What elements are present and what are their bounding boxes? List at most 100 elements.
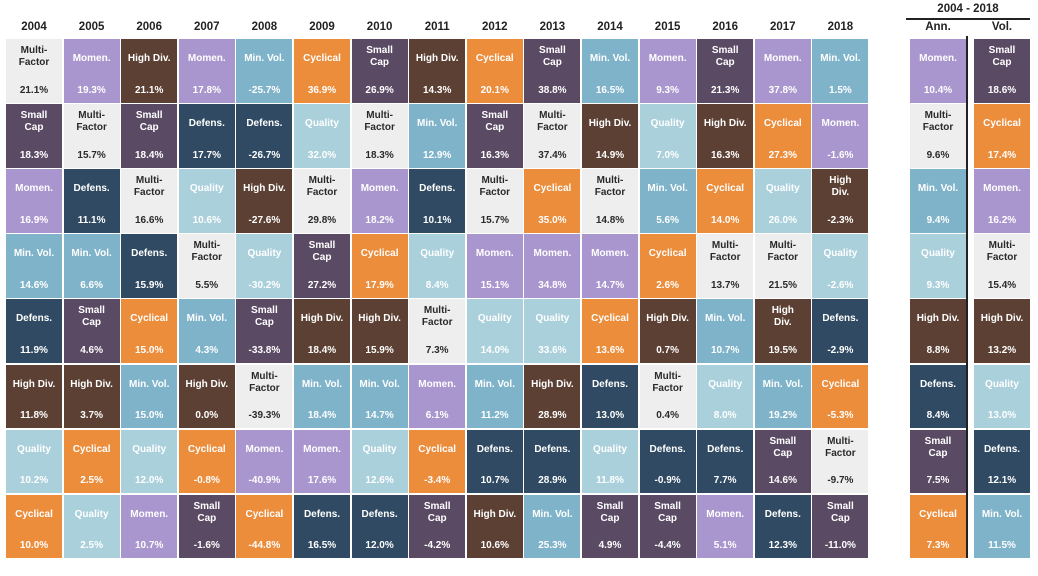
cell-return-value: 15.9%	[365, 344, 394, 356]
cell-category-label: High Div.	[243, 183, 286, 195]
year-2013-cell-min-vol: Min. Vol. 25.3%	[524, 494, 581, 559]
cell-category-label: Quality	[74, 508, 109, 520]
cell-category-label: Small Cap	[711, 45, 739, 68]
cell-return-value: 2.6%	[656, 279, 679, 291]
year-2013-cell-quality: Quality 33.6%	[524, 299, 581, 363]
cell-return-value: 16.5%	[307, 540, 337, 552]
cell-category-label: Cyclical	[130, 313, 169, 325]
cell-return-value: 13.0%	[987, 410, 1017, 421]
year-2015-cell-quality: Quality 7.0%	[639, 104, 696, 168]
year-2006-cell-defens: Defens. 15.9%	[121, 234, 178, 298]
cell-return-value: 16.2%	[987, 214, 1017, 226]
year-2018-cell-momen: Momen. -1.6%	[812, 104, 869, 168]
year-2005-cell-quality: Quality 2.5%	[63, 494, 120, 559]
cell-category-label: Quality	[650, 118, 685, 130]
vol-cell-multi-factor: Multi- Factor 15.4%	[974, 234, 1030, 298]
cell-return-value: -1.6%	[193, 540, 220, 552]
cell-category-label: Quality	[708, 378, 743, 390]
cell-category-label: Defens.	[649, 443, 686, 455]
year-2009-cell-quality: Quality 32.0%	[294, 104, 350, 168]
year-2012-cell-quality: Quality 14.0%	[466, 299, 523, 363]
cell-category-label: Momen.	[591, 248, 629, 260]
year-2008-cell-multi-factor: Multi- Factor -39.3%	[236, 364, 293, 428]
cell-return-value: 7.0%	[656, 149, 679, 161]
cell-category-label: High Div.	[588, 118, 632, 130]
cell-category-label: Defens.	[707, 443, 744, 455]
year-2012-cell-small-cap: Small Cap 16.3%	[466, 104, 523, 168]
year-2018-cell-quality: Quality -2.6%	[812, 234, 869, 298]
year-2005-cell-cyclical: Cyclical 2.5%	[63, 429, 120, 494]
ann-cell-cyclical: Cyclical 7.3%	[910, 494, 966, 559]
year-2011-cell-min-vol: Min. Vol. 12.9%	[409, 104, 466, 168]
cell-return-value: 21.1%	[19, 84, 49, 96]
year-2004-cell-multi-factor: Multi- Factor 21.1%	[6, 39, 62, 103]
cell-return-value: 17.7%	[192, 149, 221, 161]
cell-return-value: 13.6%	[595, 344, 625, 356]
cell-return-value: -44.8%	[248, 540, 281, 552]
cell-category-label: Multi- Factor	[709, 240, 741, 264]
cell-category-label: Cyclical	[763, 118, 802, 130]
year-2013-cell-small-cap: Small Cap 38.8%	[524, 39, 581, 103]
cell-return-value: 9.3%	[656, 84, 679, 96]
vol-cell-small-cap: Small Cap 18.6%	[974, 39, 1030, 103]
ann-cell-momen: Momen. 10.4%	[910, 39, 966, 103]
cell-category-label: Quality	[305, 118, 339, 130]
cell-return-value: 11.9%	[20, 344, 48, 356]
cell-category-label: Small Cap	[78, 305, 105, 329]
cell-category-label: Quality	[17, 443, 51, 455]
cell-category-label: Multi- Factor	[652, 370, 683, 394]
cell-return-value: -0.8%	[193, 475, 220, 487]
cell-return-value: 5.1%	[713, 540, 737, 552]
cell-category-label: Momen.	[475, 248, 514, 260]
cell-return-value: 6.6%	[80, 279, 103, 291]
year-2016-cell-momen: Momen. 5.1%	[697, 494, 754, 559]
cell-return-value: 14.9%	[595, 149, 625, 161]
cell-category-label: Min. Vol.	[417, 118, 458, 130]
cell-category-label: Quality	[189, 183, 224, 195]
cell-return-value: 36.9%	[307, 84, 337, 96]
cell-category-label: Defens.	[476, 443, 513, 455]
cell-category-label: Small Cap	[20, 110, 48, 134]
year-header-2005: 2005	[78, 21, 105, 33]
cell-return-value: 7.3%	[425, 344, 449, 356]
cell-return-value: -2.3%	[827, 214, 854, 226]
year-2015-cell-cyclical: Cyclical 2.6%	[639, 234, 696, 298]
year-2006-cell-min-vol: Min. Vol. 15.0%	[121, 364, 178, 428]
cell-category-label: High Div.	[358, 313, 401, 325]
year-header-2013: 2013	[539, 21, 566, 33]
year-2017-cell-defens: Defens. 12.3%	[754, 494, 811, 559]
cell-category-label: Quality	[132, 443, 167, 455]
cell-category-label: Quality	[362, 443, 397, 455]
cell-return-value: -27.6%	[248, 214, 281, 226]
cell-return-value: -33.8%	[248, 344, 281, 356]
cell-return-value: 11.5%	[988, 540, 1016, 552]
cell-return-value: 5.5%	[195, 279, 219, 291]
cell-category-label: Quality	[765, 183, 800, 195]
cell-return-value: 35.0%	[538, 214, 567, 226]
cell-return-value: 13.7%	[711, 279, 740, 291]
year-2017-cell-high-div: High Div. 19.5%	[754, 299, 811, 363]
year-2018-cell-cyclical: Cyclical -5.3%	[812, 364, 869, 428]
cell-return-value: 4.9%	[598, 540, 622, 552]
cell-category-label: Min. Vol.	[359, 378, 400, 390]
year-2018-cell-high-div: High Div. -2.3%	[812, 169, 869, 233]
cell-category-label: Quality	[985, 378, 1019, 390]
cell-category-label: Defens.	[983, 443, 1021, 455]
cell-category-label: Defens.	[822, 313, 859, 325]
ann-cell-quality: Quality 9.3%	[910, 234, 966, 298]
year-2010-cell-defens: Defens. 12.0%	[351, 494, 408, 559]
cell-return-value: -3.4%	[424, 475, 451, 487]
cell-category-label: High Div.	[703, 118, 747, 130]
year-2017-cell-multi-factor: Multi- Factor 21.5%	[754, 234, 811, 298]
cell-return-value: 7.5%	[926, 475, 950, 487]
cell-return-value: 2.5%	[80, 475, 103, 487]
year-2010-cell-quality: Quality 12.6%	[351, 429, 408, 494]
cell-return-value: 0.4%	[656, 410, 679, 421]
cell-return-value: 29.8%	[307, 214, 337, 226]
year-2008-cell-defens: Defens. -26.7%	[236, 104, 293, 168]
year-2008-cell-high-div: High Div. -27.6%	[236, 169, 293, 233]
cell-return-value: 16.3%	[480, 149, 509, 161]
cell-category-label: Min. Vol.	[244, 53, 285, 64]
year-2008-cell-quality: Quality -30.2%	[236, 234, 293, 298]
year-2005-cell-momen: Momen. 19.3%	[63, 39, 120, 103]
